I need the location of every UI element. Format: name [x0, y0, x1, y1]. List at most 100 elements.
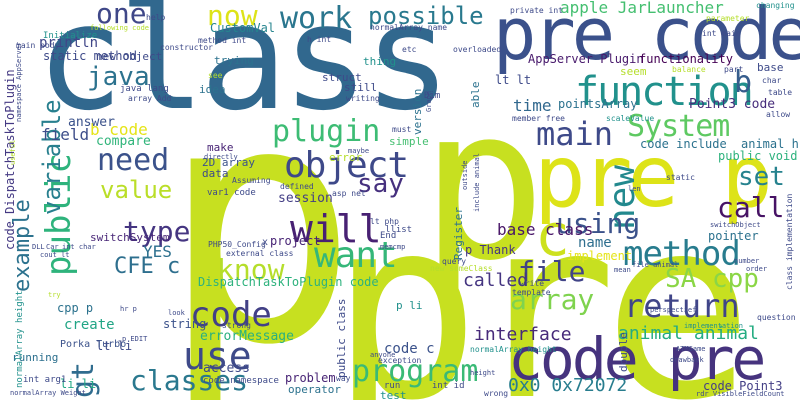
word-data: data: [202, 167, 229, 180]
word-pre: pre: [330, 164, 754, 400]
word-query: query: [442, 257, 467, 266]
word-version: version: [411, 88, 424, 135]
word-dll: DLL: [32, 243, 45, 251]
word-anyone: anyone: [370, 351, 396, 359]
word-perspectief: perspectief: [650, 306, 697, 314]
word-lt-php: lt php: [370, 217, 399, 226]
word-program: program: [352, 354, 479, 389]
word-assuming: Assuming: [232, 176, 271, 185]
word-method: method: [623, 234, 741, 274]
word-create: create: [64, 317, 115, 333]
word-b: b: [734, 65, 753, 100]
word-set: set: [738, 162, 785, 192]
word-use: use: [183, 334, 252, 378]
word-help: help: [146, 13, 166, 22]
word-say: say: [357, 169, 404, 199]
word-normalarray-height-v: normalArray height: [15, 290, 25, 388]
word-question: question: [757, 313, 796, 322]
word-struct: struct: [322, 71, 362, 84]
word-field: field: [41, 125, 90, 144]
word-graph: Graph: [425, 90, 433, 112]
word-var1-code: var1 code: [207, 188, 256, 198]
word-see: see: [208, 71, 223, 80]
word-lt-lt: lt lt: [495, 73, 532, 87]
word-session: session: [278, 191, 333, 206]
word-initialize: Initialize: [43, 31, 98, 41]
word-atmgame: ATMGame: [676, 345, 706, 353]
word-still: still: [344, 81, 378, 94]
word-answer: answer: [68, 115, 115, 130]
word-p: p: [160, 33, 359, 400]
word-maybe: maybe: [348, 147, 370, 155]
word-h-int: h int: [307, 35, 332, 44]
word-defined: defined: [280, 182, 314, 191]
word-directly: directly: [204, 153, 238, 161]
word-switchobject: switchObject: [710, 221, 761, 229]
word-interface: interface: [474, 324, 572, 345]
word-int-arg1: int arg1: [23, 375, 67, 385]
word-2d-array: 2D array: [202, 156, 255, 169]
word-yes: YES: [143, 242, 172, 261]
word-x: x: [262, 237, 269, 248]
word-hr-p: hr p: [120, 305, 137, 313]
word-way: way: [336, 374, 351, 383]
word-scalevalue: scaleValue: [606, 114, 655, 123]
word-template: template: [512, 288, 551, 297]
word-thing: thing: [363, 55, 397, 68]
word-run: run: [384, 381, 401, 391]
word-must: must: [392, 125, 412, 134]
word-project: project: [270, 234, 321, 248]
word-useful: useful: [9, 139, 17, 165]
word-pointer: pointer: [708, 229, 759, 243]
word-call: call: [717, 191, 785, 224]
word-dim: Dim: [424, 91, 441, 101]
word-simple: simple: [389, 135, 429, 148]
word-problem: problem: [285, 371, 336, 385]
word-end: End: [380, 231, 397, 241]
word-look: look: [168, 309, 185, 317]
word-lt-li: lt li: [96, 339, 133, 353]
word-name: name: [578, 235, 612, 251]
word-write: write: [520, 279, 545, 288]
word-string: string: [163, 317, 207, 331]
word-classes: classes: [130, 364, 249, 397]
word-p-medium: p: [420, 62, 546, 307]
word-normalarray-height: normalArray height: [470, 345, 557, 354]
word-pre-p: pre p: [534, 127, 773, 227]
word-code-pre: code pre: [508, 325, 766, 393]
word-time: time: [513, 96, 552, 115]
word-rdr-visiblefieldcount: rdr VisibleFieldCount: [696, 390, 785, 398]
word-work: work: [280, 1, 353, 36]
word-b-code: b code: [90, 120, 148, 139]
word-java-lang: java lang: [120, 84, 169, 94]
word-wrong: wrong: [484, 389, 509, 398]
word-type: type: [123, 215, 191, 248]
word-error: error: [329, 151, 363, 164]
word-need: need: [97, 143, 170, 178]
word-following-code: following code: [90, 24, 150, 32]
word-point3-code: Point3 code: [689, 97, 776, 112]
word-hex-values: 0x0 0x72072: [508, 375, 628, 396]
word-make: make: [207, 141, 234, 154]
word-will: will: [290, 207, 382, 251]
word-code-c: code c: [384, 341, 435, 357]
word-sa-cpp: SA cpp: [665, 264, 759, 294]
word-include-animal: include animal: [473, 152, 481, 212]
word-running: running: [12, 351, 59, 364]
word-main: main: [536, 115, 614, 153]
word-exception: exception: [378, 356, 422, 365]
word-customval: CustomVal: [210, 21, 276, 35]
word-switchsystem: switchSystem: [90, 231, 170, 244]
word-appserver-plugin: AppServer Plugin: [528, 52, 644, 66]
word-li-li: li li: [60, 377, 97, 391]
word-private-int: private int: [510, 6, 563, 15]
word-access: access: [203, 361, 250, 376]
word-writing: writing: [346, 94, 380, 103]
word-table: table: [768, 88, 793, 97]
word-base: base: [757, 61, 784, 74]
word-code-point3: code Point3: [703, 379, 783, 393]
word-class: class: [36, 0, 451, 143]
word-parameter: parameter: [706, 14, 750, 23]
word-operator: operator: [288, 383, 341, 396]
word-cfe-c: CFE c: [114, 254, 181, 279]
